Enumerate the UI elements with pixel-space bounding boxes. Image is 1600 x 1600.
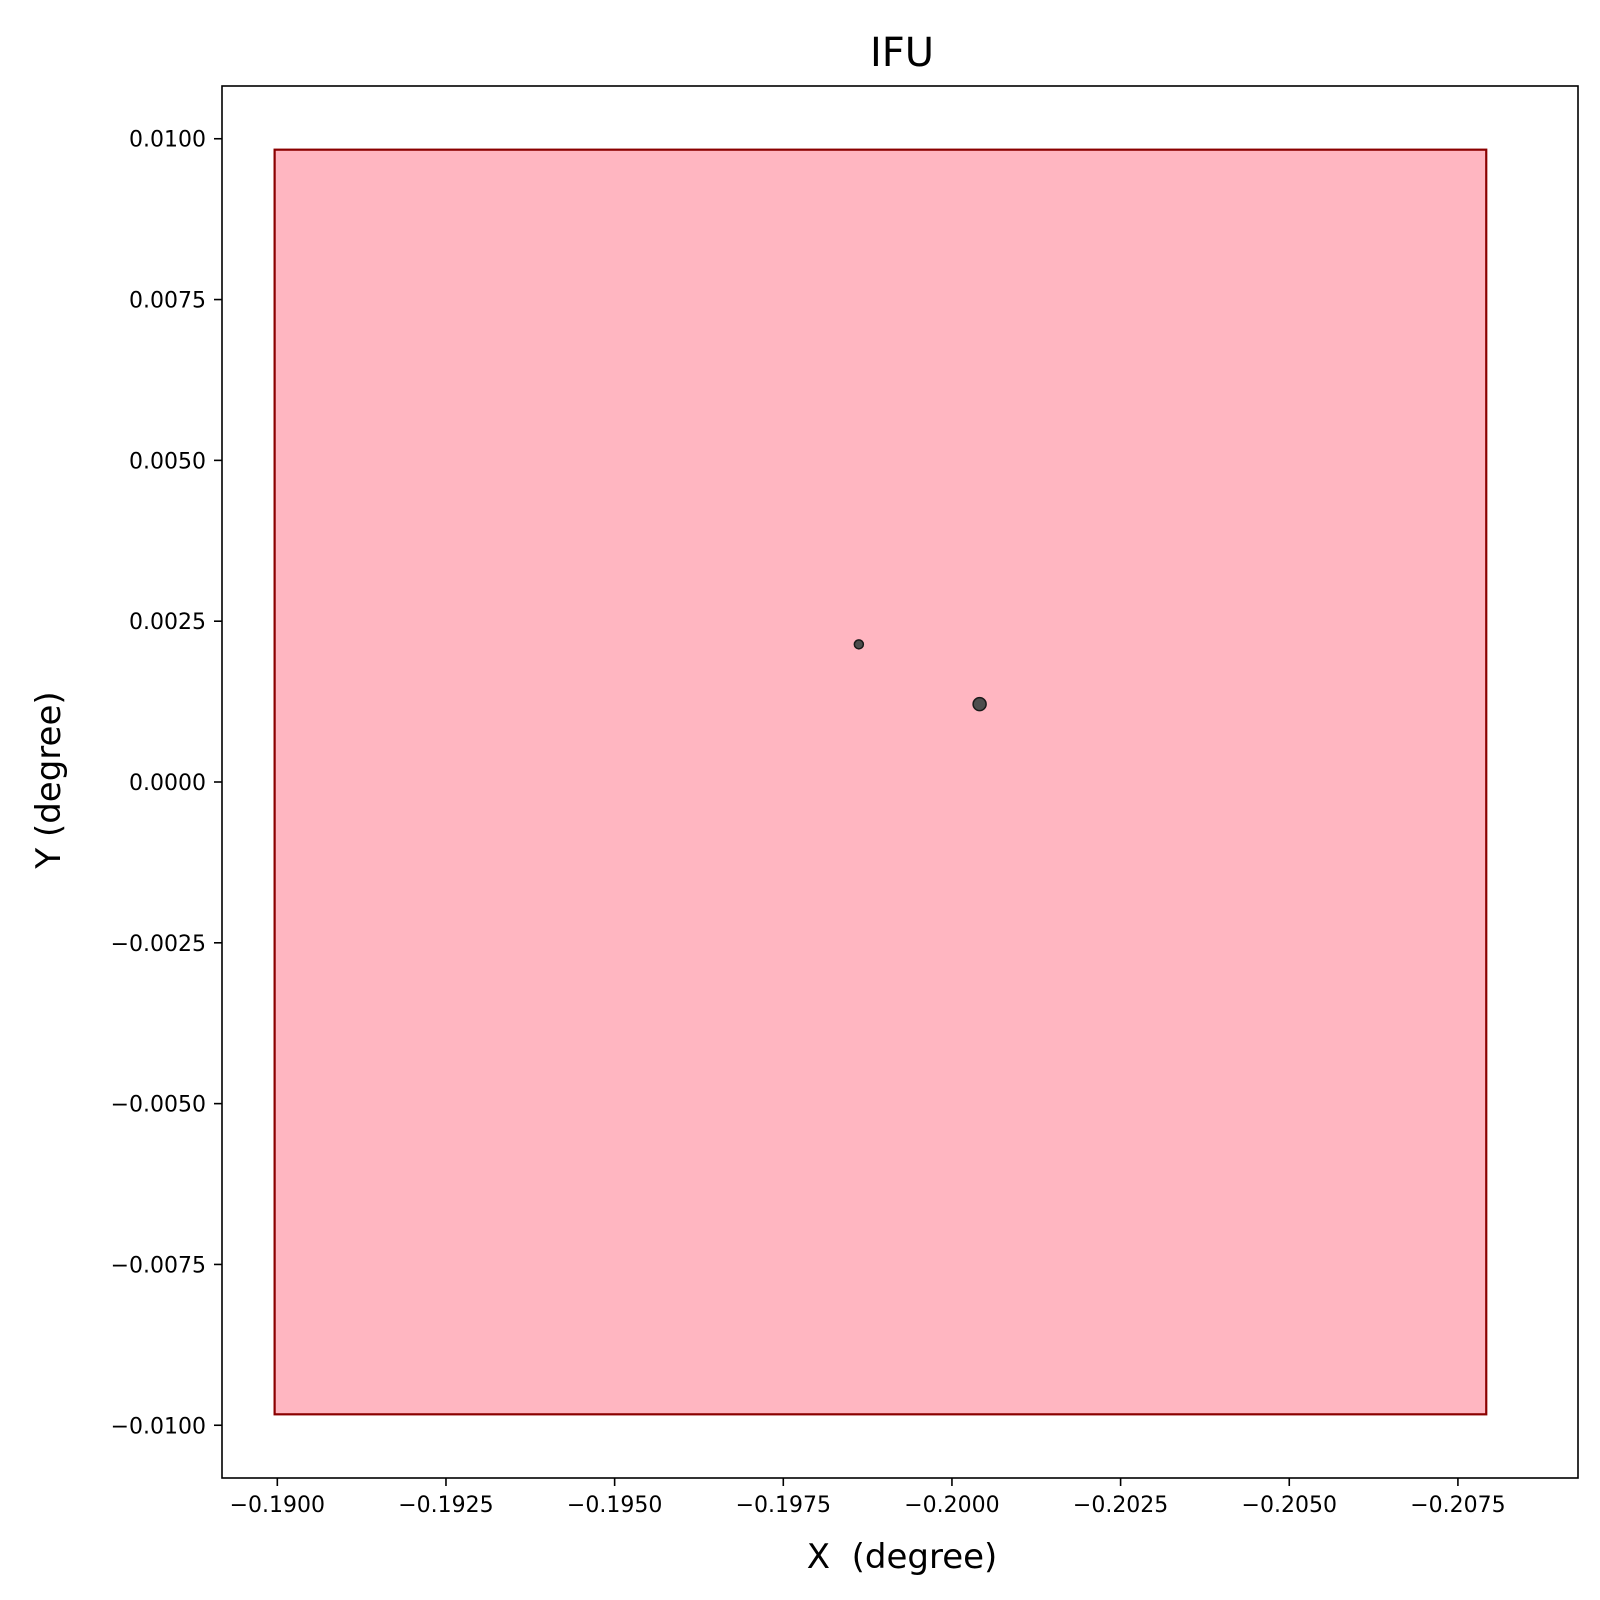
y-tick-label: 0.0075 bbox=[129, 289, 206, 314]
x-tick-label: −0.1900 bbox=[230, 1493, 325, 1518]
y-tick-label: −0.0050 bbox=[111, 1093, 206, 1118]
y-tick-label: −0.0075 bbox=[111, 1253, 206, 1278]
plot-area bbox=[221, 85, 1579, 1479]
y-tick-label: 0.0000 bbox=[129, 771, 206, 796]
data-points bbox=[853, 639, 987, 712]
x-tick-label: −0.1975 bbox=[736, 1493, 831, 1518]
y-tick-label: 0.0100 bbox=[129, 128, 206, 153]
data-point-2 bbox=[972, 696, 987, 712]
x-tick-label: −0.2000 bbox=[904, 1493, 999, 1518]
y-axis-label: Y (degree) bbox=[29, 691, 69, 869]
y-tick-label: 0.0050 bbox=[129, 449, 206, 474]
x-tick-label: −0.2050 bbox=[1242, 1493, 1337, 1518]
x-tick-label: −0.1950 bbox=[567, 1493, 662, 1518]
y-tick-label: 0.0025 bbox=[129, 610, 206, 635]
x-tick-label: −0.2075 bbox=[1410, 1493, 1505, 1518]
x-axis: −0.1900 −0.1925 −0.1950 −0.1975 −0.2000 −0.20… bbox=[230, 1478, 1506, 1518]
data-point-1 bbox=[853, 639, 865, 650]
x-tick-label: −0.2025 bbox=[1073, 1493, 1168, 1518]
x-axis-label: X (degree) bbox=[807, 1537, 998, 1577]
y-axis: 0.0100 0.0075 0.0050 0.0025 0.0000 −0.0025 −0.… bbox=[111, 128, 222, 1439]
y-tick-label: −0.0025 bbox=[111, 932, 206, 957]
chart-title: IFU bbox=[870, 30, 934, 76]
y-tick-label: −0.0100 bbox=[111, 1414, 206, 1439]
x-tick-label: −0.1925 bbox=[398, 1493, 493, 1518]
ifu-region bbox=[273, 148, 1488, 1416]
